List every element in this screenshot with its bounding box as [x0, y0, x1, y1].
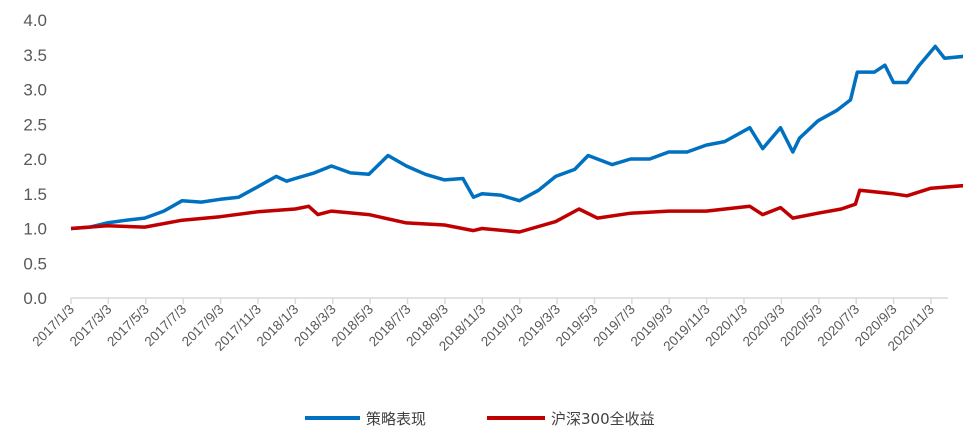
y-tick-label: 3.0 — [23, 81, 47, 100]
legend-label-strategy: 策略表现 — [366, 410, 426, 428]
y-tick-label: 0.0 — [23, 289, 47, 308]
legend: 策略表现 沪深300全收益 — [305, 410, 655, 428]
y-axis: 0.0 0.5 1.0 1.5 2.0 2.5 3.0 3.5 4.0 — [23, 11, 47, 308]
y-tick-label: 3.5 — [23, 46, 47, 65]
y-tick-label: 1.5 — [23, 185, 47, 204]
legend-item-strategy: 策略表现 — [305, 410, 426, 428]
y-tick-label: 4.0 — [23, 11, 47, 30]
y-tick-label: 0.5 — [23, 254, 47, 273]
y-tick-label: 2.5 — [23, 115, 47, 134]
y-tick-label: 2.0 — [23, 150, 47, 169]
legend-item-csi300: 沪深300全收益 — [487, 410, 655, 428]
x-axis: 2017/1/32017/3/32017/5/32017/7/32017/9/3… — [29, 297, 948, 354]
legend-label-csi300: 沪深300全收益 — [551, 410, 655, 428]
series-lines — [70, 44, 963, 234]
y-tick-label: 1.0 — [23, 220, 47, 239]
series-line-csi300 — [70, 183, 963, 234]
series-line-strategy — [70, 44, 963, 231]
